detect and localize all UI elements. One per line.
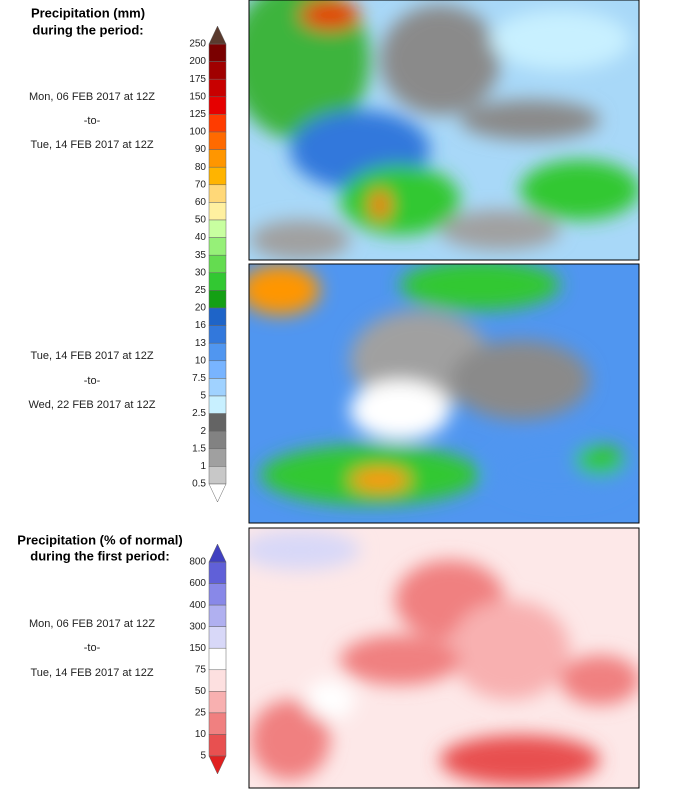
period-sep: -to- <box>84 375 101 387</box>
colorbar-swatch <box>208 325 227 344</box>
colorbar-swatch <box>208 43 227 62</box>
colorbar-swatch <box>208 734 227 757</box>
colorbar-label: 50 <box>195 686 207 697</box>
colorbar-label: 150 <box>189 91 206 102</box>
colorbar-label: 10 <box>195 729 207 740</box>
colorbar-label: 60 <box>195 197 207 208</box>
colorbar-swatch <box>208 466 227 485</box>
colorbar-swatch <box>208 360 227 379</box>
colorbar-swatch <box>208 166 227 186</box>
colorbar-swatch <box>208 583 227 606</box>
colorbar-swatch <box>208 413 227 432</box>
map-border <box>248 263 640 524</box>
colorbar-label: 50 <box>195 215 207 226</box>
colorbar-swatch <box>208 448 227 467</box>
colorbar-swatch <box>208 96 227 115</box>
colorbar-label: 5 <box>200 391 206 402</box>
period-sep: -to- <box>84 642 101 654</box>
period-end: Tue, 14 FEB 2017 at 12Z <box>30 667 153 679</box>
colorbar-label: 20 <box>195 303 207 314</box>
title: during the first period: <box>30 548 169 563</box>
colorbar-label: 7.5 <box>192 373 206 384</box>
period-start: Tue, 14 FEB 2017 at 12Z <box>30 350 153 362</box>
colorbar-arrow <box>208 543 227 563</box>
colorbar-label: 25 <box>195 285 207 296</box>
period-start: Mon, 06 FEB 2017 at 12Z <box>29 618 155 630</box>
colorbar-label: 70 <box>195 179 207 190</box>
colorbar-label: 200 <box>189 56 206 67</box>
map-panel <box>249 0 639 260</box>
title: Precipitation (% of normal) <box>17 532 182 547</box>
colorbar-label: 2.5 <box>192 408 206 419</box>
colorbar-label: 1 <box>200 461 206 472</box>
colorbar-label: 250 <box>189 39 206 50</box>
map-panel <box>249 264 639 523</box>
colorbar-label: 800 <box>189 557 206 568</box>
colorbar-swatch <box>208 114 227 133</box>
colorbar-label: 1.5 <box>192 443 206 454</box>
colorbar-label: 35 <box>195 250 207 261</box>
colorbar-swatch <box>208 342 227 362</box>
period-end: Wed, 22 FEB 2017 at 12Z <box>29 399 156 411</box>
colorbar-label: 600 <box>189 578 206 589</box>
colorbar-label: 125 <box>189 109 206 120</box>
period-sep: -to- <box>84 115 101 127</box>
colorbar-swatch <box>208 237 227 256</box>
colorbar-swatch <box>208 149 227 168</box>
colorbar-swatch <box>208 604 227 627</box>
colorbar-swatch <box>208 626 227 649</box>
colorbar-swatch <box>208 378 227 397</box>
title: during the period: <box>32 22 143 37</box>
colorbar-swatch <box>208 712 227 735</box>
map-border <box>248 0 640 261</box>
colorbar-label: 0.5 <box>192 479 206 490</box>
colorbar-label: 13 <box>195 338 207 349</box>
colorbar-swatch <box>208 254 227 274</box>
colorbar-label: 100 <box>189 127 206 138</box>
colorbar-arrow <box>208 483 227 503</box>
colorbar-swatch <box>208 561 227 584</box>
colorbar-label: 25 <box>195 708 207 719</box>
colorbar-swatch <box>208 202 227 221</box>
colorbar-label: 30 <box>195 267 207 278</box>
colorbar-swatch <box>208 395 227 414</box>
colorbar-label: 150 <box>189 643 206 654</box>
map-panel <box>249 528 639 788</box>
colorbar-arrow <box>208 755 227 775</box>
colorbar-label: 400 <box>189 600 206 611</box>
period-end: Tue, 14 FEB 2017 at 12Z <box>30 139 153 151</box>
colorbar-label: 300 <box>189 621 206 632</box>
colorbar-swatch <box>208 691 227 714</box>
title: Precipitation (mm) <box>31 5 145 20</box>
colorbar-swatch <box>208 272 227 291</box>
map-border <box>248 527 640 789</box>
period-start: Mon, 06 FEB 2017 at 12Z <box>29 91 155 103</box>
colorbar-swatch <box>208 61 227 80</box>
colorbar-label: 16 <box>195 320 207 331</box>
colorbar-swatch <box>208 184 227 203</box>
colorbar-swatch <box>208 669 227 692</box>
colorbar-swatch <box>208 307 227 326</box>
colorbar-label: 10 <box>195 355 207 366</box>
colorbar-label: 90 <box>195 144 207 155</box>
colorbar-label: 5 <box>200 751 206 762</box>
colorbar-swatch <box>208 219 227 238</box>
colorbar-label: 175 <box>189 74 206 85</box>
colorbar-swatch <box>208 78 227 98</box>
colorbar-swatch <box>208 131 227 150</box>
colorbar-arrow <box>208 25 227 45</box>
colorbar-swatch <box>208 290 227 309</box>
colorbar-label: 80 <box>195 162 207 173</box>
colorbar-label: 40 <box>195 232 207 243</box>
colorbar-swatch <box>208 647 227 671</box>
colorbar-swatch <box>208 430 227 450</box>
colorbar-label: 75 <box>195 664 207 675</box>
colorbar-label: 2 <box>200 426 206 437</box>
